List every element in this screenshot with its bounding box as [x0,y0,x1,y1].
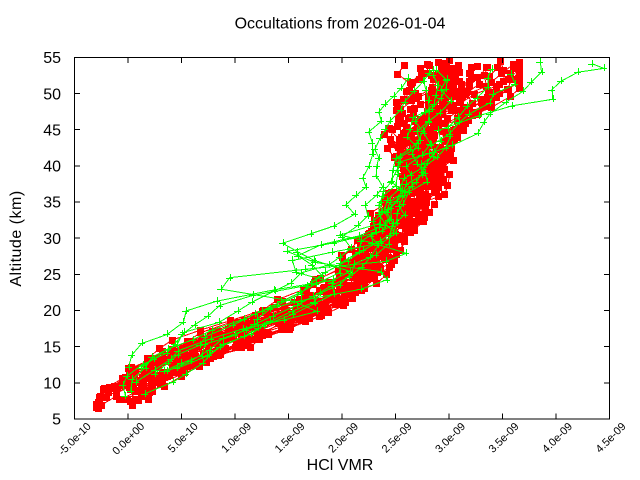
svg-text:55: 55 [43,50,61,67]
svg-text:35: 35 [43,195,61,212]
svg-text:40: 40 [43,159,61,176]
svg-text:Occultations from 2026-01-04: Occultations from 2026-01-04 [235,16,446,33]
svg-text:50: 50 [43,86,61,103]
svg-text:Altitude (km): Altitude (km) [8,190,25,286]
svg-text:15: 15 [43,339,61,356]
svg-text:45: 45 [43,122,61,139]
svg-text:5: 5 [52,412,61,429]
svg-text:20: 20 [43,303,61,320]
svg-text:25: 25 [43,267,61,284]
svg-text:HCl VMR: HCl VMR [307,457,374,474]
svg-text:10: 10 [43,376,61,393]
svg-text:30: 30 [43,231,61,248]
